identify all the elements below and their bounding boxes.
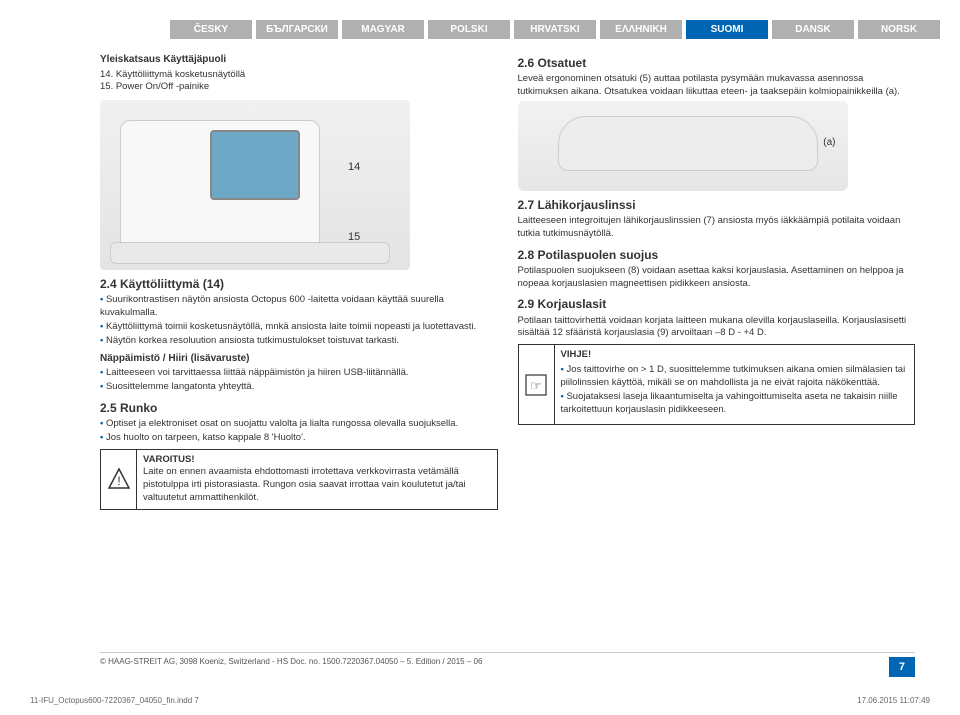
print-timestamp: 17.06.2015 11:07:49 (857, 696, 930, 705)
copyright-text: © HAAG-STREIT AG, 3098 Koeniz, Switzerla… (100, 657, 482, 677)
warning-text: VAROITUS! Laite on ennen avaamista ehdot… (137, 450, 497, 509)
callout-14: 14 (348, 160, 360, 175)
lang-tab-hrvatski[interactable]: HRVATSKI (514, 20, 596, 39)
lang-tab-suomi[interactable]: SUOMI (686, 20, 768, 39)
language-tabs: ČESKYБЪЛГАРСКИMAGYARPOLSKIHRVATSKIΕΛΛΗΝΙ… (170, 20, 960, 39)
overview-title: Yleiskatsaus Käyttäjäpuoli (100, 53, 498, 67)
section-2-6-body: Leveä ergonominen otsatuki (5) auttaa po… (518, 73, 916, 99)
hint-bullet-2: Suojataksesi laseja likaantumiselta ja v… (561, 391, 909, 417)
warning-icon: ! (101, 450, 137, 509)
keyboard-list: Laitteeseen voi tarvittaessa liittää näp… (100, 367, 498, 394)
s24-bullet-3: Näytön korkea resoluution ansiosta tutki… (100, 335, 498, 348)
left-column: Yleiskatsaus Käyttäjäpuoli 14. Käyttölii… (100, 49, 498, 514)
section-2-6-heading: 2.6 Otsatuet (518, 55, 916, 71)
right-column: 2.6 Otsatuet Leveä ergonominen otsatuki … (518, 49, 916, 514)
section-2-4-heading: 2.4 Käyttöliittymä (14) (100, 276, 498, 292)
kb-bullet-2: Suosittelemme langatonta yhteyttä. (100, 381, 498, 394)
hint-title: VIHJE! (561, 349, 909, 362)
callout-a: (a) (823, 136, 835, 150)
page-content: Yleiskatsaus Käyttäjäpuoli 14. Käyttölii… (0, 39, 960, 514)
section-2-7-heading: 2.7 Lähikorjauslinssi (518, 197, 916, 213)
svg-text:!: ! (117, 474, 120, 488)
section-2-7-body: Laitteeseen integroitujen lähikorjauslin… (518, 215, 916, 241)
warning-box: ! VAROITUS! Laite on ennen avaamista ehd… (100, 449, 498, 510)
lang-tab-български[interactable]: БЪЛГАРСКИ (256, 20, 338, 39)
hint-text: VIHJE! Jos taittovirhe on > 1 D, suositt… (555, 345, 915, 424)
device-illustration: 14 15 (100, 100, 410, 270)
section-2-8-heading: 2.8 Potilaspuolen suojus (518, 247, 916, 263)
section-2-9-heading: 2.9 Korjauslasit (518, 296, 916, 312)
section-2-4-list: Suurikontrastisen näytön ansiosta Octopu… (100, 294, 498, 347)
warning-body: Laite on ennen avaamista ehdottomasti ir… (143, 466, 491, 504)
item-15: 15. Power On/Off -painike (100, 81, 498, 94)
section-2-9-body: Potilaan taittovirhettä voidaan korjata … (518, 315, 916, 341)
lang-tab-česky[interactable]: ČESKY (170, 20, 252, 39)
section-2-5-list: Optiset ja elektroniset osat on suojattu… (100, 418, 498, 445)
indd-file: 11-IFU_Octopus600-7220367_04050_fin.indd… (30, 696, 199, 705)
s25-bullet-1: Optiset ja elektroniset osat on suojattu… (100, 418, 498, 431)
warning-title: VAROITUS! (143, 454, 491, 467)
item-14: 14. Käyttöliittymä kosketusnäytöllä (100, 69, 498, 82)
lang-tab-dansk[interactable]: DANSK (772, 20, 854, 39)
kb-bullet-1: Laitteeseen voi tarvittaessa liittää näp… (100, 367, 498, 380)
device-screen-shape (210, 130, 300, 200)
s24-bullet-1: Suurikontrastisen näytön ansiosta Octopu… (100, 294, 498, 320)
headrest-illustration: (a) (518, 101, 848, 191)
device-base-shape (110, 242, 390, 264)
page-footer: © HAAG-STREIT AG, 3098 Koeniz, Switzerla… (100, 652, 915, 677)
svg-text:☞: ☞ (530, 378, 542, 393)
callout-15: 15 (348, 230, 360, 245)
lang-tab-polski[interactable]: POLSKI (428, 20, 510, 39)
headrest-shape (558, 116, 818, 171)
lang-tab-magyar[interactable]: MAGYAR (342, 20, 424, 39)
lang-tab-ελληνικη[interactable]: ΕΛΛΗΝΙΚΗ (600, 20, 682, 39)
s25-bullet-2: Jos huolto on tarpeen, katso kappale 8 '… (100, 432, 498, 445)
s24-bullet-2: Käyttöliittymä toimii kosketusnäytöllä, … (100, 321, 498, 334)
print-meta: 11-IFU_Octopus600-7220367_04050_fin.indd… (30, 696, 930, 705)
hint-bullet-1: Jos taittovirhe on > 1 D, suosittelemme … (561, 364, 909, 390)
lang-tab-norsk[interactable]: NORSK (858, 20, 940, 39)
section-2-5-heading: 2.5 Runko (100, 400, 498, 416)
hint-list: Jos taittovirhe on > 1 D, suosittelemme … (561, 364, 909, 416)
page-number: 7 (889, 657, 915, 677)
hint-box: ☞ VIHJE! Jos taittovirhe on > 1 D, suosi… (518, 344, 916, 425)
hint-icon: ☞ (519, 345, 555, 424)
keyboard-heading: Näppäimistö / Hiiri (lisävaruste) (100, 352, 498, 366)
section-2-8-body: Potilaspuolen suojukseen (8) voidaan ase… (518, 265, 916, 291)
